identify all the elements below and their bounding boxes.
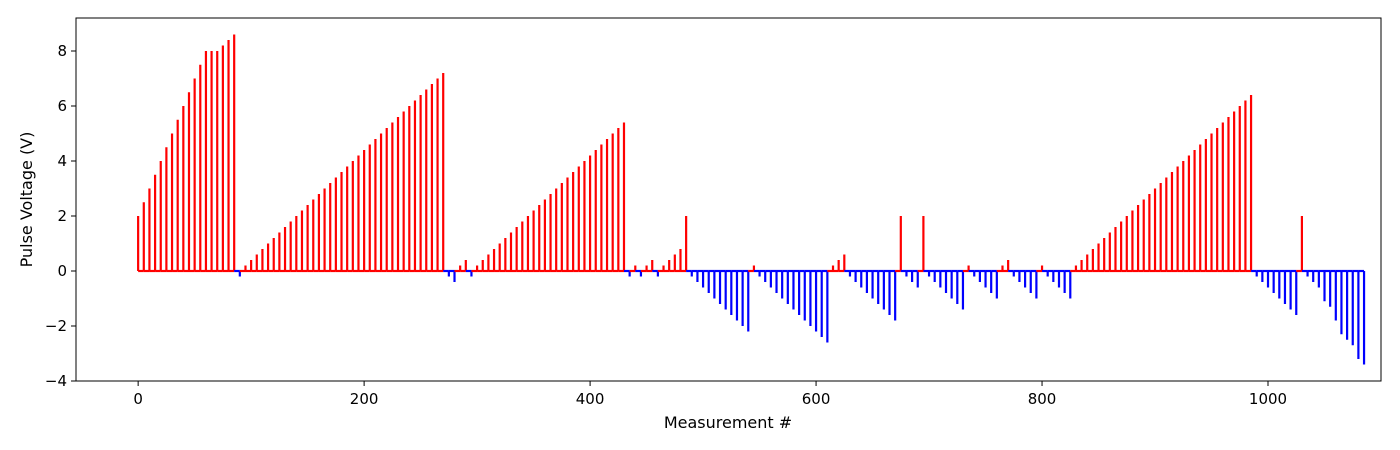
plot-area-frame <box>75 17 1382 382</box>
y-tick-label: −2 <box>45 317 67 335</box>
y-axis-ticks: −4 −2 0 2 4 6 8 <box>45 42 76 390</box>
y-tick-label: −4 <box>45 372 67 390</box>
bar-series <box>137 34 1366 365</box>
x-tick-label: 1000 <box>1249 390 1287 408</box>
y-tick-label: 2 <box>57 207 67 225</box>
y-axis-label: Pulse Voltage (V) <box>17 132 36 268</box>
x-tick-label: 0 <box>133 390 143 408</box>
y-tick-label: 6 <box>57 97 67 115</box>
x-tick-label: 800 <box>1028 390 1057 408</box>
x-tick-label: 400 <box>576 390 605 408</box>
x-tick-label: 200 <box>350 390 379 408</box>
x-tick-label: 600 <box>802 390 831 408</box>
y-tick-label: 4 <box>57 152 67 170</box>
y-tick-label: 8 <box>57 42 67 60</box>
y-tick-label: 0 <box>57 262 67 280</box>
x-axis-ticks: 0 200 400 600 800 1000 <box>133 381 1287 408</box>
x-axis-label: Measurement # <box>664 413 792 432</box>
